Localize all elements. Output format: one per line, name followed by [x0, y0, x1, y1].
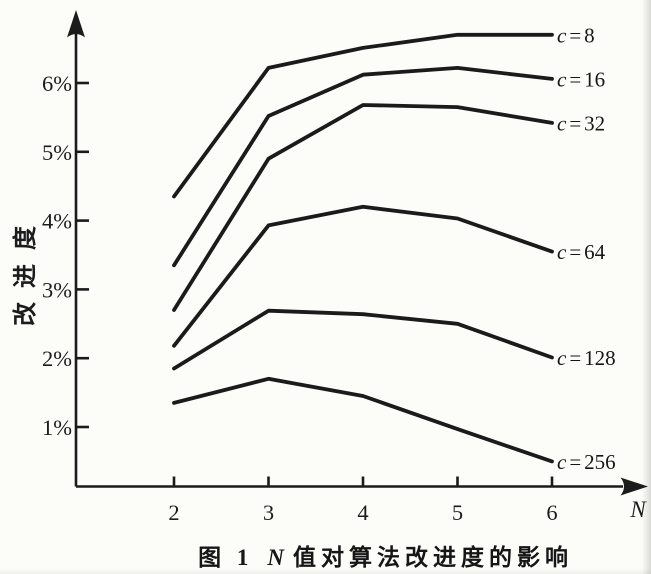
- series-line-c128: [172, 308, 554, 371]
- series-label-c256: c = 256: [557, 450, 616, 474]
- x-tick-label: 6: [546, 500, 557, 525]
- caption-figure-number: 图 1: [198, 545, 254, 570]
- series-label-c16: c = 16: [557, 67, 605, 91]
- caption-variable-n: N: [267, 545, 289, 570]
- y-tick-label: 6%: [42, 71, 72, 96]
- y-tick-label: 3%: [42, 277, 72, 302]
- y-axis-arrowhead-icon: [67, 10, 85, 38]
- x-axis-title: N: [630, 497, 646, 522]
- x-axis-arrowhead-icon: [620, 477, 648, 496]
- series-line-c64: [172, 204, 554, 348]
- caption-text: 值对算法改进度的影响: [292, 545, 573, 570]
- figure-caption: 图 1 N 值对算法改进度的影响: [120, 538, 651, 572]
- chart-canvas: 1% 2% 3% 4% 5% 6% 2 3 4 5 6 c = 8 c = 16 c = 32 c = 64 c = 128 c = 2…: [42, 10, 648, 525]
- series-label-c128: c = 128: [557, 346, 616, 370]
- y-tick-label: 2%: [42, 346, 72, 371]
- series-line-c256: [172, 376, 554, 464]
- y-tick-label: 5%: [42, 140, 72, 165]
- x-tick-label: 5: [452, 500, 463, 525]
- y-tick-label: 4%: [42, 209, 72, 234]
- series-label-c8: c = 8: [557, 23, 595, 47]
- y-tick-label: 1%: [42, 415, 72, 440]
- x-tick-label: 4: [357, 500, 368, 525]
- series-line-c16: [172, 66, 554, 268]
- x-tick-label: 3: [263, 500, 274, 525]
- series-label-c64: c = 64: [557, 240, 606, 264]
- series-line-c8: [172, 32, 554, 199]
- series-line-c32: [172, 103, 554, 312]
- y-axis-title: 改进度: [13, 212, 39, 326]
- x-tick-label: 2: [168, 500, 179, 525]
- series-label-c32: c = 32: [557, 111, 605, 135]
